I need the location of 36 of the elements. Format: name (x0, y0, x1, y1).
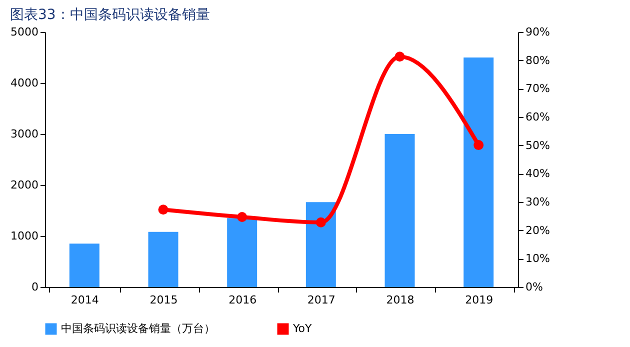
y-tick-label: 2000 (10, 178, 38, 192)
y2-tick-label: 80% (526, 54, 550, 67)
y2-tick-label: 10% (526, 252, 550, 266)
bar (384, 134, 415, 287)
point (158, 204, 168, 215)
y2-tick-label: 30% (526, 196, 550, 208)
x-tick-label: 2017 (307, 294, 336, 306)
bar (69, 244, 100, 287)
y2-tick-label: 60% (526, 110, 550, 124)
y2-tick-label: 90% (526, 26, 550, 38)
y2-tick-label: 40% (526, 167, 550, 180)
legend-label: 中国条码识读设备销量（万台） (61, 322, 215, 335)
y-tick-label: 1000 (10, 230, 38, 242)
point (316, 217, 326, 228)
bar (464, 58, 494, 287)
y-tick-label: 0 (32, 280, 38, 294)
point (394, 52, 405, 62)
legend-label: YoY (292, 322, 312, 335)
y-tick-label: 5000 (10, 26, 38, 38)
y2-tick-label: 20% (526, 224, 550, 237)
x-tick-label: 2016 (228, 294, 257, 306)
x-tick-label: 2014 (70, 294, 99, 306)
point (237, 212, 248, 222)
bar (306, 202, 336, 287)
x-tick-label: 2018 (386, 294, 414, 306)
bar (227, 218, 258, 287)
bar (148, 232, 178, 287)
x-tick-label: 2019 (465, 294, 494, 306)
y2-tick-label: 70% (526, 82, 550, 96)
x-tick-label: 2015 (150, 294, 178, 306)
point (474, 140, 484, 150)
y2-tick-label: 50% (526, 138, 550, 152)
y-tick-label: 4000 (10, 76, 38, 90)
y-tick-label: 3000 (10, 128, 38, 140)
y2-tick-label: 0% (526, 280, 543, 294)
chart-title: 图表33：中国条码识读设备销量 (10, 7, 210, 23)
